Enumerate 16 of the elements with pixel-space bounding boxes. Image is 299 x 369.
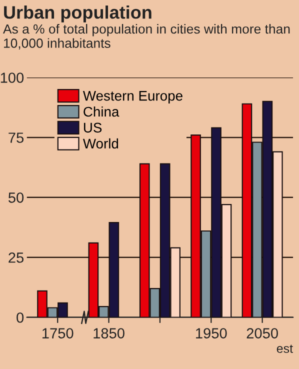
x-tick-label: 1950 xyxy=(196,328,227,338)
chart-subtitle: As a % of total population in cities with more than 10,000 inhabitants xyxy=(3,24,290,50)
x-tick-label: 1850 xyxy=(94,328,124,338)
legend-label: China xyxy=(84,106,120,117)
legend-label: US xyxy=(84,122,102,133)
chart-title: Urban population xyxy=(4,6,152,22)
x-tick-label: 2050 xyxy=(246,328,278,338)
y-tick-label: 75 xyxy=(8,132,24,143)
y-tick-label: 100 xyxy=(0,72,24,83)
x-tick-label: 1750 xyxy=(42,328,74,338)
y-tick-label: 25 xyxy=(8,252,24,263)
y-tick-label: 50 xyxy=(8,192,24,203)
text: est xyxy=(276,344,293,353)
legend-label: Western Europe xyxy=(82,91,182,104)
y-tick-label: 0 xyxy=(16,312,24,323)
legend-label: World xyxy=(82,138,118,149)
